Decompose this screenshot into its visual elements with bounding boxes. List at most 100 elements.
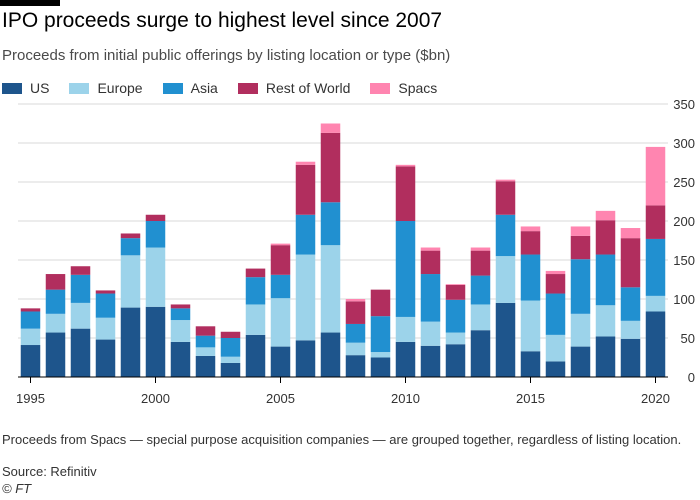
- bar-segment-rest-of-world-2011: [420, 250, 441, 275]
- bar-segment-us-2014: [495, 302, 516, 377]
- copyright: © FT: [2, 481, 32, 496]
- bar-segment-asia-1997: [70, 274, 91, 303]
- legend-item-asia: Asia: [162, 80, 218, 96]
- bar-segment-europe-2014: [495, 256, 516, 303]
- bar-segment-rest-of-world-2000: [145, 214, 166, 221]
- bar-segment-rest-of-world-2007: [320, 132, 341, 203]
- bar-segment-europe-1997: [70, 302, 91, 329]
- bar-segment-asia-2000: [145, 221, 166, 248]
- bar-segment-asia-1996: [45, 289, 66, 314]
- bar-segment-asia-2018: [595, 254, 616, 306]
- bar-segment-spacs-2019: [620, 228, 641, 239]
- stacked-bar-chart: 0 50 100 150 200 250 300 350 1995 2000 2005 2010 201…: [16, 97, 695, 406]
- bar-segment-us-2009: [370, 357, 391, 377]
- source-note: Source: Refinitiv: [2, 464, 97, 479]
- bar-segment-rest-of-world-1999: [120, 233, 141, 239]
- y-tick-label: 250: [673, 175, 695, 190]
- bar-segment-us-2020: [645, 311, 666, 377]
- legend-item-spacs: Spacs: [370, 80, 437, 96]
- bar-segment-europe-2019: [620, 320, 641, 339]
- bar-segment-asia-2020: [645, 238, 666, 296]
- legend-swatch-spacs: [370, 82, 391, 94]
- bar-segment-asia-2005: [270, 274, 291, 299]
- bar-segment-asia-2017: [570, 259, 591, 314]
- x-tick-label: 2020: [641, 391, 670, 406]
- legend-item-us: US: [2, 80, 49, 96]
- bar-segment-us-2012: [445, 344, 466, 377]
- bar-segment-asia-2003: [220, 338, 241, 357]
- bar-segment-rest-of-world-2020: [645, 205, 666, 239]
- bar-segment-spacs-2007: [320, 123, 341, 133]
- bar-segment-asia-2014: [495, 214, 516, 257]
- legend-label-spacs: Spacs: [398, 80, 438, 96]
- bar-segment-rest-of-world-1996: [45, 274, 66, 290]
- bar-segment-asia-2010: [395, 221, 416, 317]
- bar-segment-us-1996: [45, 332, 66, 377]
- bar-segment-rest-of-world-2005: [270, 245, 291, 275]
- bar-segment-spacs-2017: [570, 226, 591, 236]
- legend-item-europe: Europe: [69, 80, 143, 96]
- bar-segment-rest-of-world-2006: [295, 164, 316, 215]
- bar-segment-europe-2008: [345, 342, 366, 356]
- bar-segment-rest-of-world-2001: [170, 304, 191, 309]
- chart-subtitle: Proceeds from initial public offerings b…: [2, 47, 451, 64]
- bar-segment-us-2002: [195, 355, 216, 377]
- y-tick-label: 300: [673, 136, 695, 151]
- bar-segment-asia-2015: [520, 254, 541, 301]
- bar-segment-rest-of-world-2019: [620, 238, 641, 288]
- bar-segment-europe-2004: [245, 304, 266, 335]
- x-tick-label: 2010: [391, 391, 420, 406]
- bar-segment-rest-of-world-1997: [70, 266, 91, 275]
- bar-segment-us-2000: [145, 306, 166, 377]
- bar-segment-us-1998: [95, 339, 116, 377]
- x-tick-label: 2005: [266, 391, 295, 406]
- bar-segment-asia-2008: [345, 323, 366, 343]
- bar-segment-europe-2016: [545, 334, 566, 362]
- bar-segment-europe-2006: [295, 254, 316, 341]
- bar-segment-rest-of-world-2013: [470, 250, 491, 276]
- bar-segment-rest-of-world-2016: [545, 274, 566, 294]
- bar-segment-asia-1998: [95, 293, 116, 318]
- bar-segment-europe-1996: [45, 313, 66, 333]
- bar-segment-asia-2002: [195, 335, 216, 348]
- bar-segment-rest-of-world-2017: [570, 235, 591, 260]
- bar-segment-spacs-2014: [495, 179, 516, 182]
- bar-segment-asia-1999: [120, 238, 141, 256]
- bar-segment-rest-of-world-2018: [595, 220, 616, 255]
- bar-segment-asia-2011: [420, 274, 441, 322]
- bar-segment-spacs-2010: [395, 164, 416, 167]
- bar-segment-europe-1995: [20, 328, 41, 346]
- bar-segment-spacs-2018: [595, 210, 616, 221]
- bar-segment-asia-2013: [470, 275, 491, 305]
- bar-segment-us-1999: [120, 307, 141, 377]
- bar-segment-rest-of-world-2002: [195, 326, 216, 336]
- bar-segment-us-2019: [620, 338, 641, 377]
- bar-segment-us-1995: [20, 345, 41, 377]
- legend-swatch-asia: [162, 82, 183, 94]
- bar-segment-europe-2011: [420, 321, 441, 346]
- bar-segment-us-2007: [320, 332, 341, 377]
- bar-segment-spacs-2015: [520, 226, 541, 232]
- bar-segment-us-2018: [595, 336, 616, 377]
- bar-segment-europe-2003: [220, 356, 241, 363]
- bar-segment-europe-2005: [270, 298, 291, 347]
- bar-segment-asia-2001: [170, 308, 191, 321]
- y-tick-label: 100: [673, 292, 695, 307]
- bar-segment-europe-2009: [370, 352, 391, 358]
- bar-segment-us-2017: [570, 346, 591, 377]
- bar-segment-us-2004: [245, 334, 266, 377]
- bar-segment-rest-of-world-2009: [370, 289, 391, 317]
- bar-segment-asia-2009: [370, 316, 391, 353]
- bar-segment-europe-2010: [395, 316, 416, 342]
- bar-segment-europe-2012: [445, 332, 466, 345]
- bar-segment-europe-1998: [95, 317, 116, 340]
- y-tick-label: 0: [688, 370, 695, 385]
- x-tick-label: 2000: [141, 391, 170, 406]
- bar-segment-spacs-2006: [295, 161, 316, 165]
- bar-segment-us-2001: [170, 341, 191, 377]
- bar-segment-spacs-2008: [345, 299, 366, 302]
- bar-segment-spacs-2011: [420, 247, 441, 251]
- bar-segment-rest-of-world-1995: [20, 308, 41, 312]
- bar-segment-us-1997: [70, 328, 91, 377]
- bar-segment-us-2011: [420, 345, 441, 377]
